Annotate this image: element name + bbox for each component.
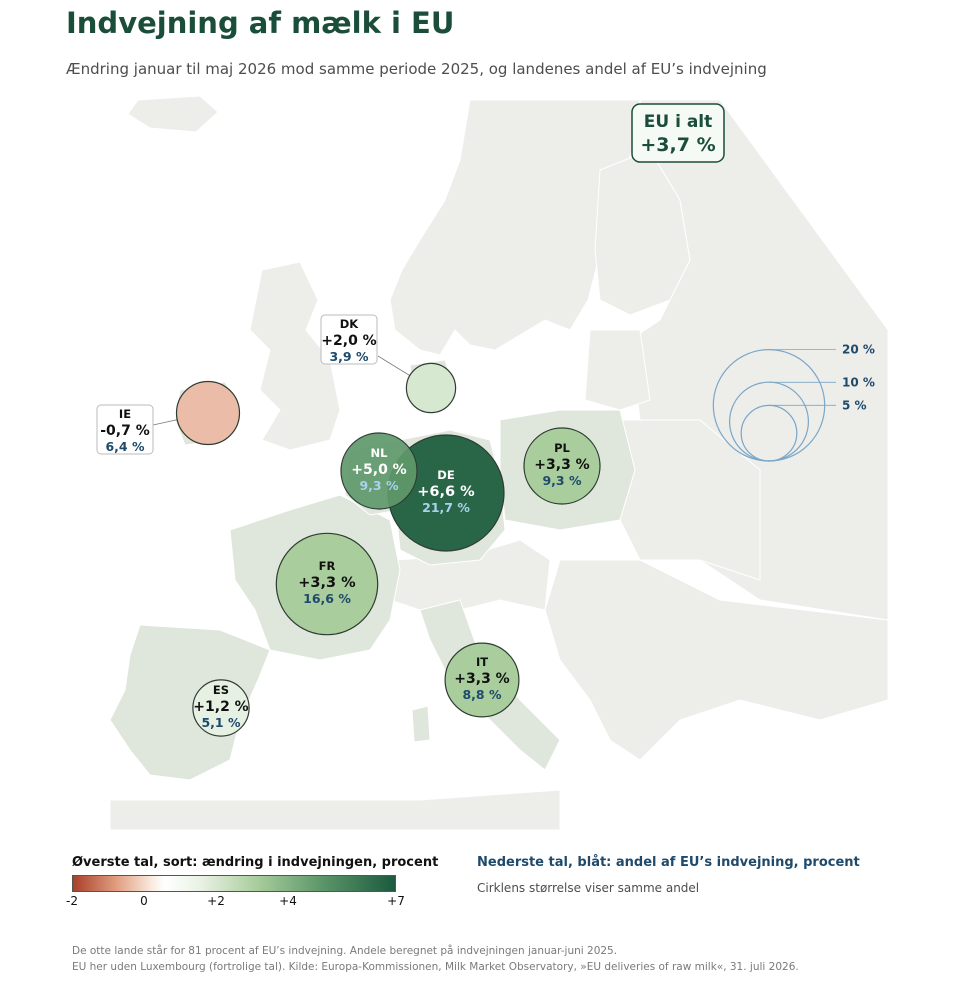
europe-map: EU i alt +3,7 % 20 % 10 % 5 % DE +6,6 %21,7… (96, 95, 889, 831)
bubble-ie (175, 380, 241, 446)
label-dk-change: +2,0 % (321, 333, 376, 349)
color-scale-tick: 0 (140, 894, 148, 908)
size-legend-label-20: 20 % (842, 343, 875, 357)
label-it-change: +3,3 % (454, 671, 509, 687)
eu-total-box: EU i alt +3,7 % (631, 103, 725, 163)
size-legend: 20 % 10 % 5 % (712, 343, 875, 462)
label-es-share: 5,1 % (201, 715, 240, 730)
label-fr-code: FR (319, 559, 336, 573)
color-scale-tick: +2 (207, 894, 225, 908)
label-fr-share: 16,6 % (303, 591, 351, 606)
label-dk-share: 3,9 % (329, 349, 368, 364)
label-dk-code: DK (340, 317, 360, 331)
share-legend-title: Nederste tal, blåt: andel af EU’s indvej… (477, 855, 860, 870)
country-labels: DE+6,6 %21,7 %FR+3,3 %16,6 %NL+5,0 %9,3 … (100, 317, 589, 730)
eu-total-label: EU i alt (644, 112, 713, 132)
ie-callout (96, 404, 154, 455)
page-subtitle: Ændring januar til maj 2026 mod samme pe… (66, 60, 767, 78)
label-ie-change: -0,7 % (100, 423, 150, 439)
label-nl-code: NL (371, 446, 389, 460)
bubble-fr (275, 532, 379, 636)
country-bubbles (175, 362, 601, 737)
color-scale-tick: +7 (387, 894, 405, 908)
label-de-code: DE (437, 468, 455, 482)
eu-total-value: +3,7 % (640, 134, 715, 156)
dk-callout (320, 314, 378, 365)
label-nl-change: +5,0 % (351, 462, 406, 478)
label-pl-change: +3,3 % (534, 457, 589, 473)
size-legend-label-5: 5 % (842, 398, 867, 412)
share-legend-subtitle: Cirklens størrelse viser samme andel (477, 881, 700, 895)
label-de-share: 21,7 % (422, 500, 470, 515)
color-scale-tick: +4 (279, 894, 297, 908)
color-scale-bar (72, 875, 396, 892)
label-nl-share: 9,3 % (359, 478, 398, 493)
bubble-es (192, 679, 250, 737)
bubble-dk (405, 362, 457, 414)
basemap-land (109, 95, 889, 831)
label-de-change: +6,6 % (417, 484, 475, 500)
label-es-change: +1,2 % (193, 699, 248, 715)
color-scale-tick: -2 (66, 894, 78, 908)
bubble-nl (340, 432, 418, 510)
footer-line-1: De otte lande står for 81 procent af EU’… (72, 945, 618, 957)
label-ie-code: IE (119, 407, 131, 421)
label-ie-share: 6,4 % (105, 439, 144, 454)
color-legend-title: Øverste tal, sort: ændring i indvejninge… (72, 855, 439, 870)
page-title: Indvejning af mælk i EU (66, 6, 455, 40)
label-it-code: IT (476, 655, 488, 669)
size-legend-label-10: 10 % (842, 375, 875, 389)
label-pl-code: PL (554, 441, 570, 455)
label-it-share: 8,8 % (462, 687, 501, 702)
bubble-it (444, 642, 520, 718)
label-fr-change: +3,3 % (298, 575, 356, 591)
label-es-code: ES (213, 683, 229, 697)
footer-line-2: EU her uden Luxembourg (fortrolige tal).… (72, 961, 799, 973)
label-pl-share: 9,3 % (542, 473, 581, 488)
bubble-pl (523, 427, 601, 505)
